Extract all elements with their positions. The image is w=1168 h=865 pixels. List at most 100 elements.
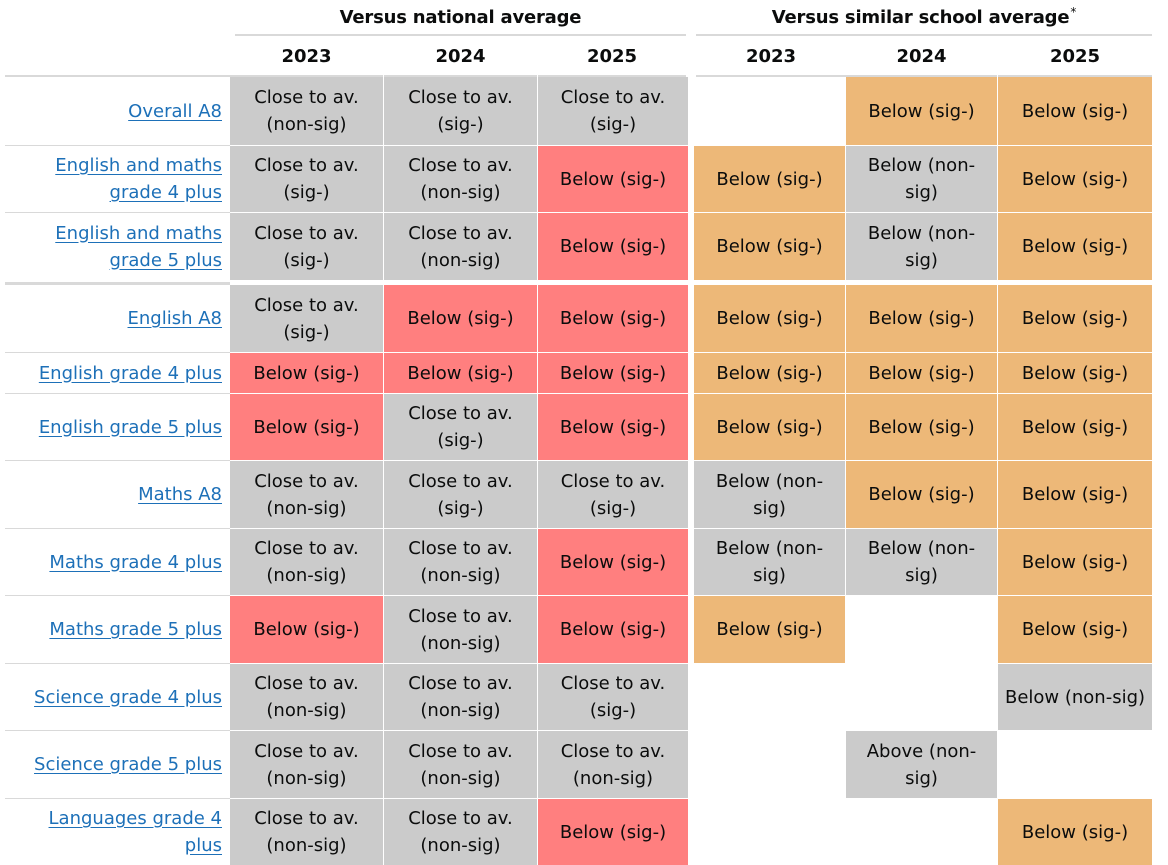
national-cell-2025: Below (sig-)	[538, 213, 688, 280]
row-label: Science grade 4 plus	[0, 664, 222, 730]
similar-cell-2025: Below (sig-)	[998, 461, 1152, 528]
row-link[interactable]: Maths grade 5 plus	[49, 619, 222, 640]
similar-cell-2025: Below (sig-)	[998, 529, 1152, 595]
similar-cell-2025: Below (sig-)	[998, 213, 1152, 280]
row-link[interactable]: Overall A8	[128, 100, 222, 122]
footnote-marker: *	[1070, 5, 1077, 19]
national-cell-2025: Close to av. (sig-)	[538, 461, 688, 528]
similar-cell-2025: Below (sig-)	[998, 285, 1152, 352]
national-cell-2024: Close to av. (non-sig)	[384, 213, 537, 280]
national-year-header-2024: 2024	[384, 37, 537, 77]
national-cell-2024: Close to av. (non-sig)	[384, 799, 537, 865]
row-label: English grade 5 plus	[0, 394, 222, 460]
row-label: Science grade 5 plus	[0, 731, 222, 798]
similar-year-header-2025: 2025	[998, 37, 1152, 77]
row-link[interactable]: English A8	[127, 308, 222, 329]
header-rule	[5, 75, 230, 77]
similar-cell-2024: Below (sig-)	[846, 461, 997, 528]
national-year-header-2023: 2023	[230, 37, 383, 77]
similar-cell-2024: Below (sig-)	[846, 285, 997, 352]
row-link[interactable]: Maths A8	[138, 484, 222, 505]
similar-cell-2024: Below (non-sig)	[846, 146, 997, 212]
similar-cell-2025: Below (sig-)	[998, 353, 1152, 393]
similar-cell-2023: Below (sig-)	[694, 146, 845, 212]
similar-cell-2024: Below (sig-)	[846, 353, 997, 393]
national-cell-2025: Below (sig-)	[538, 394, 688, 460]
similar-year-header-2023: 2023	[696, 37, 846, 77]
national-cell-2024: Close to av. (sig-)	[384, 77, 537, 145]
row-divider	[5, 663, 230, 664]
row-divider	[5, 798, 230, 799]
similar-cell-2023: Below (sig-)	[694, 394, 845, 460]
national-cell-2024: Below (sig-)	[384, 285, 537, 352]
national-cell-2025: Close to av. (sig-)	[538, 77, 688, 145]
row-label: Maths grade 4 plus	[0, 529, 222, 595]
national-cell-2023: Below (sig-)	[230, 394, 383, 460]
row-label: English and maths grade 5 plus	[0, 213, 222, 280]
row-link[interactable]: English grade 5 plus	[38, 416, 222, 438]
national-average-group-header: Versus national average	[235, 0, 686, 36]
row-link[interactable]: Science grade 5 plus	[34, 754, 222, 775]
national-cell-2023: Below (sig-)	[230, 353, 383, 393]
similar-cell-2025: Below (sig-)	[998, 146, 1152, 212]
national-cell-2023: Close to av. (sig-)	[230, 146, 383, 212]
row-divider	[5, 528, 230, 529]
national-cell-2024: Close to av. (non-sig)	[384, 596, 537, 663]
similar-cell-2023	[694, 77, 845, 145]
row-link[interactable]: Languages grade 4 plus	[48, 808, 222, 856]
similar-cell-2023: Below (non-sig)	[694, 461, 845, 528]
national-cell-2024: Close to av. (non-sig)	[384, 529, 537, 595]
row-link[interactable]: Science grade 4 plus	[34, 686, 222, 708]
national-cell-2024: Close to av. (non-sig)	[384, 664, 537, 730]
national-cell-2023: Close to av. (sig-)	[230, 285, 383, 352]
national-cell-2024: Below (sig-)	[384, 353, 537, 393]
national-cell-2023: Below (sig-)	[230, 596, 383, 663]
national-cell-2025: Below (sig-)	[538, 146, 688, 212]
similar-cell-2025: Below (sig-)	[998, 77, 1152, 145]
similar-cell-2024: Below (sig-)	[846, 77, 997, 145]
row-divider	[5, 282, 230, 285]
national-cell-2023: Close to av. (non-sig)	[230, 731, 383, 798]
similar-cell-2025: Below (sig-)	[998, 799, 1152, 865]
national-cell-2025: Below (sig-)	[538, 596, 688, 663]
row-label: English grade 4 plus	[0, 353, 222, 393]
national-cell-2024: Close to av. (sig-)	[384, 461, 537, 528]
national-cell-2023: Close to av. (non-sig)	[230, 529, 383, 595]
national-cell-2025: Close to av. (non-sig)	[538, 731, 688, 798]
row-link[interactable]: Maths grade 4 plus	[49, 551, 222, 573]
similar-cell-2023	[694, 731, 845, 798]
row-divider	[5, 393, 230, 394]
row-divider	[5, 595, 230, 596]
similar-cell-2024	[846, 596, 997, 663]
row-divider	[5, 460, 230, 461]
similar-cell-2023	[694, 664, 845, 730]
row-label: English and maths grade 4 plus	[0, 146, 222, 212]
national-cell-2025: Close to av. (sig-)	[538, 664, 688, 730]
row-label: Languages grade 4 plus	[0, 799, 222, 865]
row-link[interactable]: English grade 4 plus	[38, 362, 222, 384]
similar-cell-2024	[846, 799, 997, 865]
similar-school-group-label: Versus similar school average	[771, 6, 1070, 28]
similar-cell-2023: Below (non-sig)	[694, 529, 845, 595]
national-cell-2023: Close to av. (sig-)	[230, 213, 383, 280]
national-cell-2024: Close to av. (non-sig)	[384, 731, 537, 798]
similar-cell-2023: Below (sig-)	[694, 596, 845, 663]
similar-cell-2023	[694, 799, 845, 865]
national-cell-2024: Close to av. (non-sig)	[384, 146, 537, 212]
row-divider	[5, 145, 230, 146]
national-cell-2025: Below (sig-)	[538, 353, 688, 393]
row-label: English A8	[0, 285, 222, 352]
similar-cell-2024: Above (non-sig)	[846, 731, 997, 798]
row-link[interactable]: English and maths grade 4 plus	[55, 155, 222, 203]
national-cell-2025: Below (sig-)	[538, 799, 688, 865]
national-cell-2023: Close to av. (non-sig)	[230, 664, 383, 730]
row-link[interactable]: English and maths grade 5 plus	[55, 222, 222, 271]
row-divider	[5, 352, 230, 353]
row-label: Maths A8	[0, 461, 222, 528]
national-cell-2023: Close to av. (non-sig)	[230, 461, 383, 528]
national-cell-2025: Below (sig-)	[538, 529, 688, 595]
national-average-group-label: Versus national average	[339, 6, 582, 28]
similar-cell-2024: Below (non-sig)	[846, 213, 997, 280]
national-cell-2023: Close to av. (non-sig)	[230, 799, 383, 865]
national-cell-2023: Close to av. (non-sig)	[230, 77, 383, 145]
